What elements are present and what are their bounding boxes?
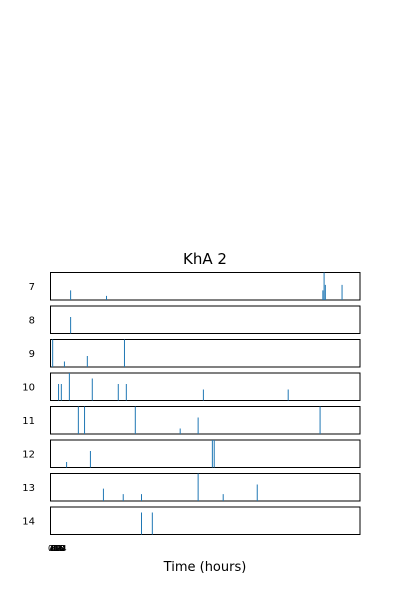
x-axis-label: Time (hours) [163,560,247,575]
x-tick-label: 22 [56,544,66,553]
panel-frame [50,305,361,334]
panel-frame [50,272,361,301]
x-tick-label: 6 [50,544,55,553]
panel-8: 8 [29,305,361,334]
x-tick-label: 18 [54,544,64,553]
panel-frame [50,372,361,401]
row-label: 14 [22,516,35,527]
x-tick-label: 0 [48,544,53,553]
x-tick-label: 2 [49,544,54,553]
row-label: 10 [22,382,35,393]
row-label: 7 [29,282,35,293]
x-tick-label: 8 [51,544,56,553]
panel-frame [50,473,361,502]
x-tick-label: 16 [54,544,64,553]
row-label: 9 [29,349,35,360]
row-label: 12 [22,449,35,460]
panel-10: 10 [22,372,361,401]
panel-frame [50,439,361,468]
raster-panels: 7 8 9 10 11 12 13 14 [22,272,361,535]
panel-frame [50,506,361,535]
x-tick-label: 24 [56,544,66,553]
x-tick-label: 20 [55,544,65,553]
panel-11: 11 [22,406,361,435]
row-label: 11 [22,416,35,427]
panel-9: 9 [29,339,361,368]
panel-14: 14 [22,506,361,535]
x-tick-label: 4 [49,544,54,553]
chart-title: KhA 2 [183,250,227,268]
x-tick-label: 14 [53,544,63,553]
panel-frame [50,339,361,368]
row-label: 13 [22,483,35,494]
panel-12: 12 [22,439,361,468]
row-label: 8 [29,315,35,326]
panel-frame [50,406,361,435]
x-tick-label: 12 [52,544,62,553]
panel-13: 13 [22,473,361,502]
x-tick-label: 10 [52,544,62,553]
panel-7: 7 [29,272,361,301]
